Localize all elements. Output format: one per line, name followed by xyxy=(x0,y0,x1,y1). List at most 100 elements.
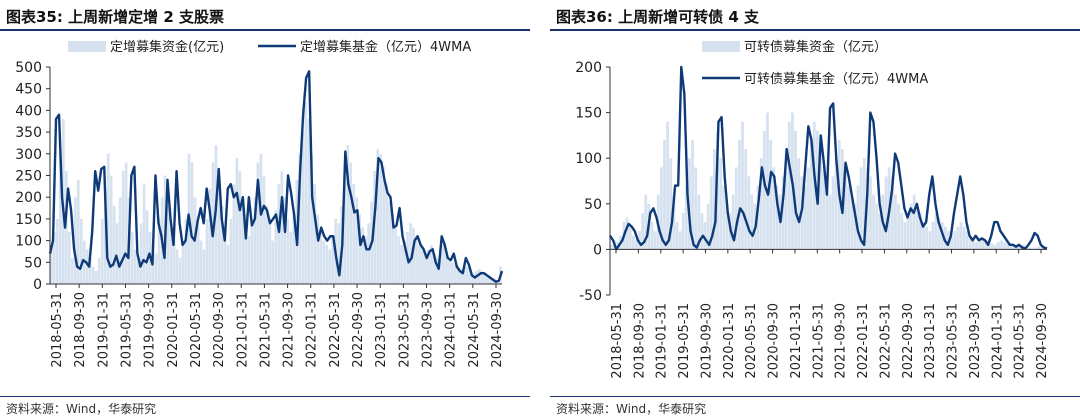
x-tick-label: 2021-05-31 xyxy=(811,303,826,379)
bar xyxy=(903,222,907,250)
x-tick-label: 2022-01-31 xyxy=(305,292,320,368)
bar xyxy=(1018,245,1022,250)
bar xyxy=(797,158,801,250)
bar xyxy=(301,132,305,284)
bar xyxy=(352,184,356,284)
bar xyxy=(235,158,239,284)
bar xyxy=(283,197,287,284)
bar xyxy=(990,243,994,250)
bar xyxy=(943,226,947,250)
bar xyxy=(412,227,415,284)
bar xyxy=(391,214,394,284)
bar xyxy=(136,257,140,284)
bar xyxy=(650,222,654,250)
line-4wma xyxy=(48,70,504,284)
source-note: 资料来源：Wind，华泰研究 xyxy=(6,402,157,416)
bar xyxy=(681,212,685,250)
bar xyxy=(1003,242,1007,250)
y-tick-label: 0 xyxy=(593,242,602,258)
bar xyxy=(367,223,370,284)
bar xyxy=(478,268,481,284)
bar xyxy=(400,244,403,284)
x-tick-label: 2024-01-31 xyxy=(990,303,1005,379)
bar xyxy=(388,201,391,284)
x-tick-label: 2022-05-31 xyxy=(878,303,893,379)
bar xyxy=(809,139,813,250)
bar xyxy=(872,194,876,250)
bar xyxy=(794,130,797,250)
bar xyxy=(812,121,816,250)
bar xyxy=(1009,244,1013,250)
bar xyxy=(484,273,487,284)
bar xyxy=(430,244,433,284)
bar xyxy=(978,240,982,250)
bar xyxy=(610,244,613,250)
bar xyxy=(631,235,635,250)
bar xyxy=(769,139,772,250)
bar xyxy=(487,275,490,284)
bar xyxy=(319,231,323,284)
x-tick-label: 2021-09-30 xyxy=(282,292,297,368)
bar xyxy=(744,149,748,250)
bar xyxy=(884,176,888,250)
bar xyxy=(307,119,311,284)
bar xyxy=(844,167,847,250)
bar xyxy=(262,175,266,284)
bar xyxy=(337,223,341,284)
bar xyxy=(834,158,838,250)
x-tick-label: 2022-09-30 xyxy=(351,292,366,368)
bar xyxy=(259,153,263,284)
x-tick-label: 2023-05-31 xyxy=(946,303,961,379)
bar xyxy=(472,273,475,284)
bar xyxy=(822,167,826,250)
bar xyxy=(199,240,203,284)
bar xyxy=(361,227,364,284)
bar xyxy=(328,249,332,284)
x-tick-label: 2019-05-31 xyxy=(119,292,134,368)
x-tick-label: 2018-05-31 xyxy=(610,303,625,379)
bar xyxy=(972,240,975,250)
bar xyxy=(756,185,760,250)
bar xyxy=(67,231,71,284)
x-tick-label: 2023-01-31 xyxy=(374,292,389,368)
bar xyxy=(750,194,754,250)
chart-panel-right: 图表36: 上周新增可转债 4 支 -50 0 50 100 150 200 2018-05… xyxy=(550,0,1080,420)
source-note: 资料来源：Wind，华泰研究 xyxy=(556,402,707,416)
bar xyxy=(223,231,227,284)
bar xyxy=(184,218,188,284)
bar xyxy=(878,212,882,250)
bar xyxy=(205,218,209,284)
y-tick-label: 450 xyxy=(15,82,42,98)
x-tick-label: 2020-09-30 xyxy=(767,303,782,379)
bar xyxy=(445,253,448,284)
legend-swatch-bar xyxy=(68,41,106,52)
bar xyxy=(937,217,941,250)
legend-label-line: 定增募集基金（亿元）4WMA xyxy=(300,39,471,55)
bar xyxy=(875,203,879,250)
x-tick-label: 2020-05-31 xyxy=(744,303,759,379)
bar xyxy=(734,167,738,250)
legend-label-line: 可转债募集基金（亿元）4WMA xyxy=(744,71,928,87)
bar xyxy=(316,214,320,284)
bar xyxy=(88,257,92,284)
bar xyxy=(142,184,146,284)
bar xyxy=(850,194,854,250)
bar xyxy=(106,153,110,284)
bar xyxy=(922,222,925,250)
bar xyxy=(172,240,176,284)
bar xyxy=(232,184,236,284)
chart-title-bar: 图表35: 上周新增定增 2 支股票 xyxy=(0,0,530,31)
bar xyxy=(463,264,466,284)
legend: 定增募集资金(亿元) 定增募集基金（亿元）4WMA xyxy=(68,39,471,55)
bar xyxy=(343,171,347,284)
bar xyxy=(853,203,857,250)
x-tick-label: 2022-05-31 xyxy=(328,292,343,368)
bar xyxy=(154,253,158,284)
bar xyxy=(451,262,454,284)
bar xyxy=(103,188,107,284)
bar xyxy=(118,197,122,284)
bar xyxy=(325,244,329,284)
legend: 可转债募集资金（亿元） 可转债募集基金（亿元）4WMA xyxy=(702,39,928,87)
title-rule xyxy=(0,29,530,31)
bar xyxy=(64,171,68,284)
